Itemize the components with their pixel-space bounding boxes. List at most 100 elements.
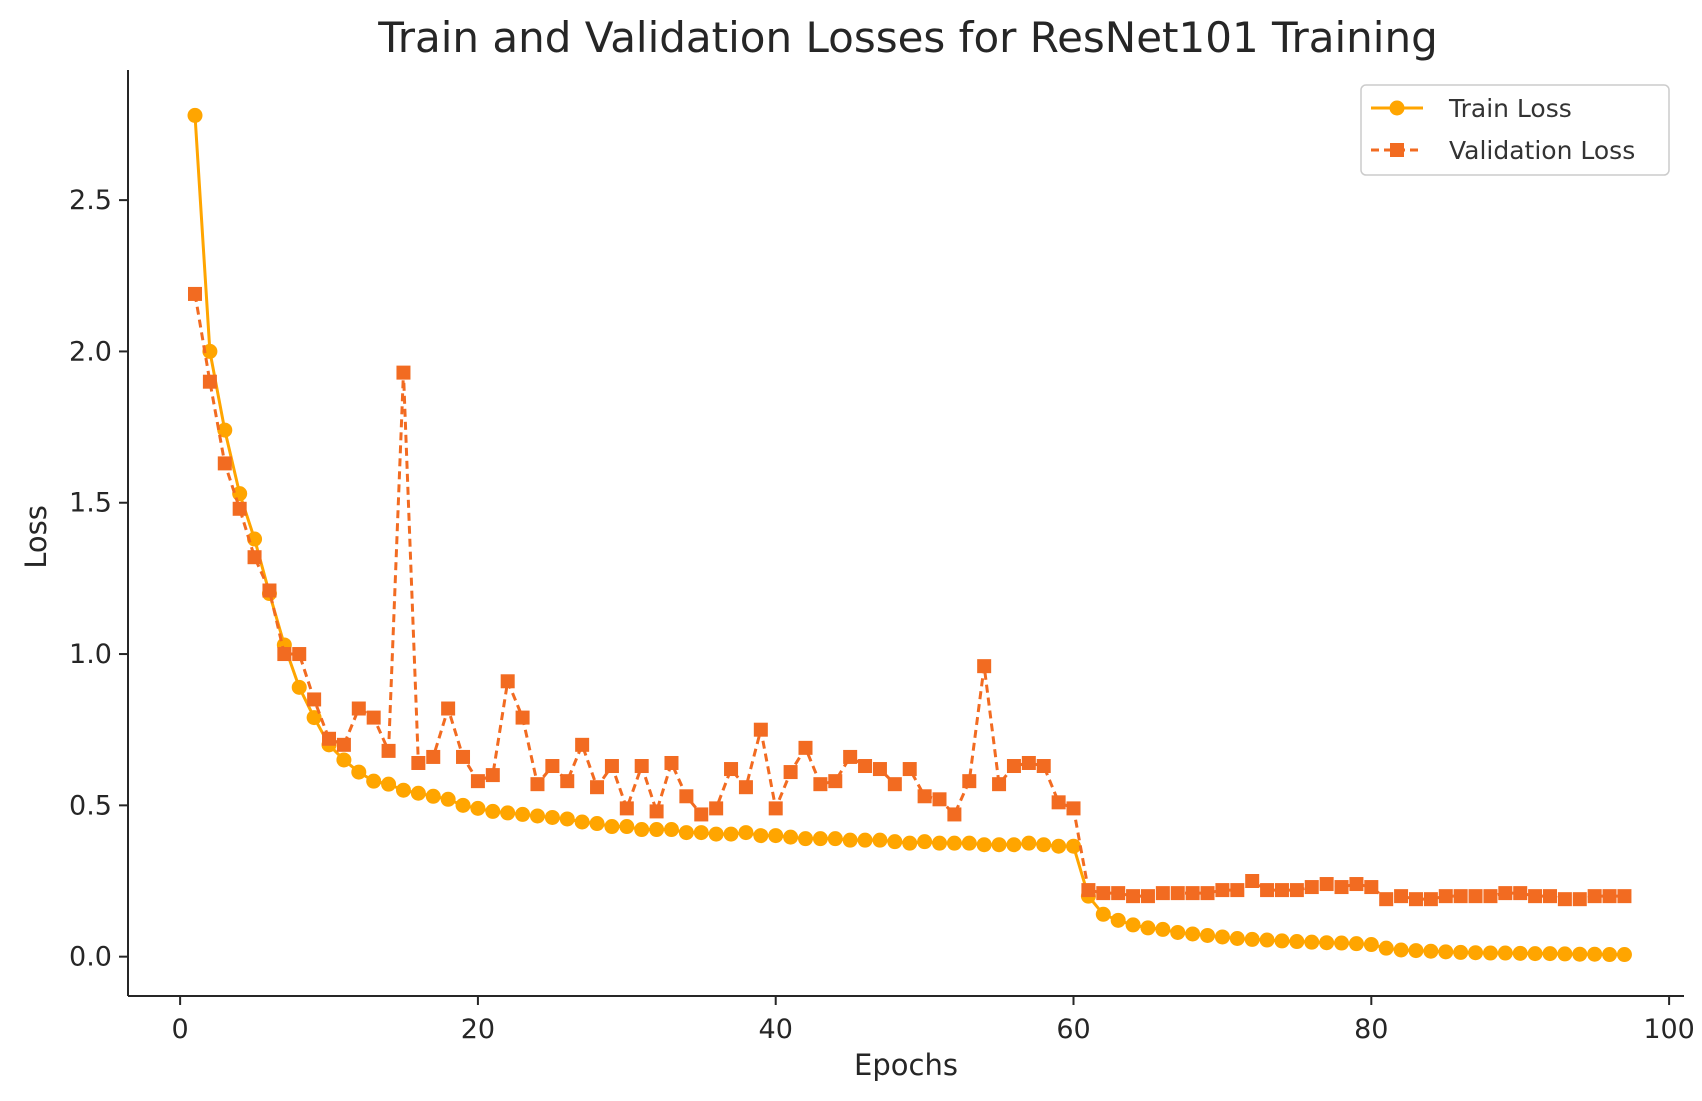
train-loss-point (1542, 946, 1558, 962)
validation-loss-point (1379, 892, 1394, 907)
validation-loss-point (1289, 883, 1304, 898)
train-loss-point (1095, 906, 1111, 922)
train-loss-point (1616, 947, 1632, 963)
train-loss-point (1393, 942, 1409, 958)
train-loss-point (812, 831, 828, 847)
train-loss-point (1408, 943, 1424, 959)
x-tick-label: 40 (759, 1014, 793, 1045)
train-loss-point (1170, 924, 1186, 940)
validation-loss-point (887, 777, 902, 792)
validation-loss-point (515, 710, 530, 725)
validation-loss-point (1364, 880, 1379, 895)
validation-loss-point (322, 731, 337, 746)
train-loss-point (202, 343, 218, 359)
validation-loss-point (247, 550, 262, 565)
validation-loss-point (1602, 889, 1617, 904)
x-ticks: 0 20 40 60 80 100 (172, 996, 1695, 1045)
validation-loss-point (1245, 874, 1260, 889)
validation-loss-point (545, 759, 560, 774)
x-axis-label: Epochs (854, 1048, 958, 1082)
train-loss-point (663, 822, 679, 838)
train-loss-point (1438, 944, 1454, 960)
train-loss-point (1036, 837, 1052, 853)
validation-loss-point (1215, 883, 1230, 898)
chart-title: Train and Validation Losses for ResNet10… (377, 13, 1438, 62)
validation-loss-point (1334, 880, 1349, 895)
validation-loss-point (336, 737, 351, 752)
validation-loss-point (1453, 889, 1468, 904)
validation-loss-point (1021, 755, 1036, 770)
x-tick-label: 80 (1354, 1014, 1388, 1045)
train-loss-point (1378, 940, 1394, 956)
legend-val-label: Validation Loss (1449, 136, 1635, 165)
train-loss-point (544, 809, 560, 825)
validation-loss-point (1274, 883, 1289, 898)
train-loss-point (1259, 932, 1275, 948)
train-loss-point (1200, 927, 1216, 943)
train-loss-point (1289, 934, 1305, 950)
validation-loss-point (1557, 892, 1572, 907)
validation-loss-point (1185, 886, 1200, 901)
train-loss-point (1468, 945, 1484, 961)
train-loss-point (529, 808, 545, 824)
validation-loss-point (977, 659, 992, 674)
train-loss-point (1453, 944, 1469, 960)
train-loss-point (649, 822, 665, 838)
legend-train-marker (1389, 100, 1405, 116)
train-loss-point (708, 826, 724, 842)
train-loss-point (768, 828, 784, 844)
series-train (187, 107, 1632, 963)
train-loss-point (1587, 946, 1603, 962)
train-loss-point (693, 825, 709, 841)
validation-loss-point (872, 762, 887, 777)
train-loss-point (887, 834, 903, 850)
validation-loss-point (1006, 759, 1021, 774)
y-tick-label: 2.5 (69, 185, 112, 216)
validation-loss-point (738, 780, 753, 795)
train-loss-point (410, 785, 426, 801)
validation-loss-point (560, 774, 575, 789)
train-loss-point (395, 782, 411, 798)
validation-loss-point (277, 647, 292, 662)
train-loss-point (1140, 920, 1156, 936)
validation-loss-point (262, 583, 277, 598)
y-tick-label: 1.5 (69, 488, 112, 519)
train-loss-point (1482, 945, 1498, 961)
validation-loss-point (813, 777, 828, 792)
validation-loss-point (798, 740, 813, 755)
train-loss-point (723, 826, 739, 842)
validation-loss-point (217, 456, 232, 471)
train-loss-point (783, 829, 799, 845)
train-loss-point (1214, 929, 1230, 945)
train-loss-point (1497, 945, 1513, 961)
train-loss-point (1051, 838, 1067, 854)
validation-loss-point (1528, 889, 1543, 904)
validation-loss-point (1423, 892, 1438, 907)
train-loss-point (1021, 835, 1037, 851)
series-validation (188, 286, 1632, 907)
train-loss-point (1423, 943, 1439, 959)
y-tick-label: 0.5 (69, 790, 112, 821)
y-axis-label: Loss (19, 505, 53, 569)
train-loss-point (976, 837, 992, 853)
validation-loss-point (783, 765, 798, 780)
train-loss-point (753, 828, 769, 844)
validation-loss-point (947, 807, 962, 822)
train-loss-point (1125, 917, 1141, 933)
legend-train-label: Train Loss (1448, 94, 1572, 123)
train-loss-point (902, 835, 918, 851)
train-loss-point (440, 791, 456, 807)
x-tick-label: 60 (1056, 1014, 1090, 1045)
validation-loss-point (634, 759, 649, 774)
validation-loss-point (1140, 889, 1155, 904)
y-tick-label: 1.0 (69, 639, 112, 670)
train-loss-point (961, 835, 977, 851)
train-loss-point (917, 834, 933, 850)
train-loss-point (1304, 934, 1320, 950)
train-loss-point (1319, 935, 1335, 951)
plot-area (187, 107, 1632, 963)
validation-loss-point (1111, 886, 1126, 901)
validation-loss-point (694, 807, 709, 822)
validation-loss-point (1036, 759, 1051, 774)
